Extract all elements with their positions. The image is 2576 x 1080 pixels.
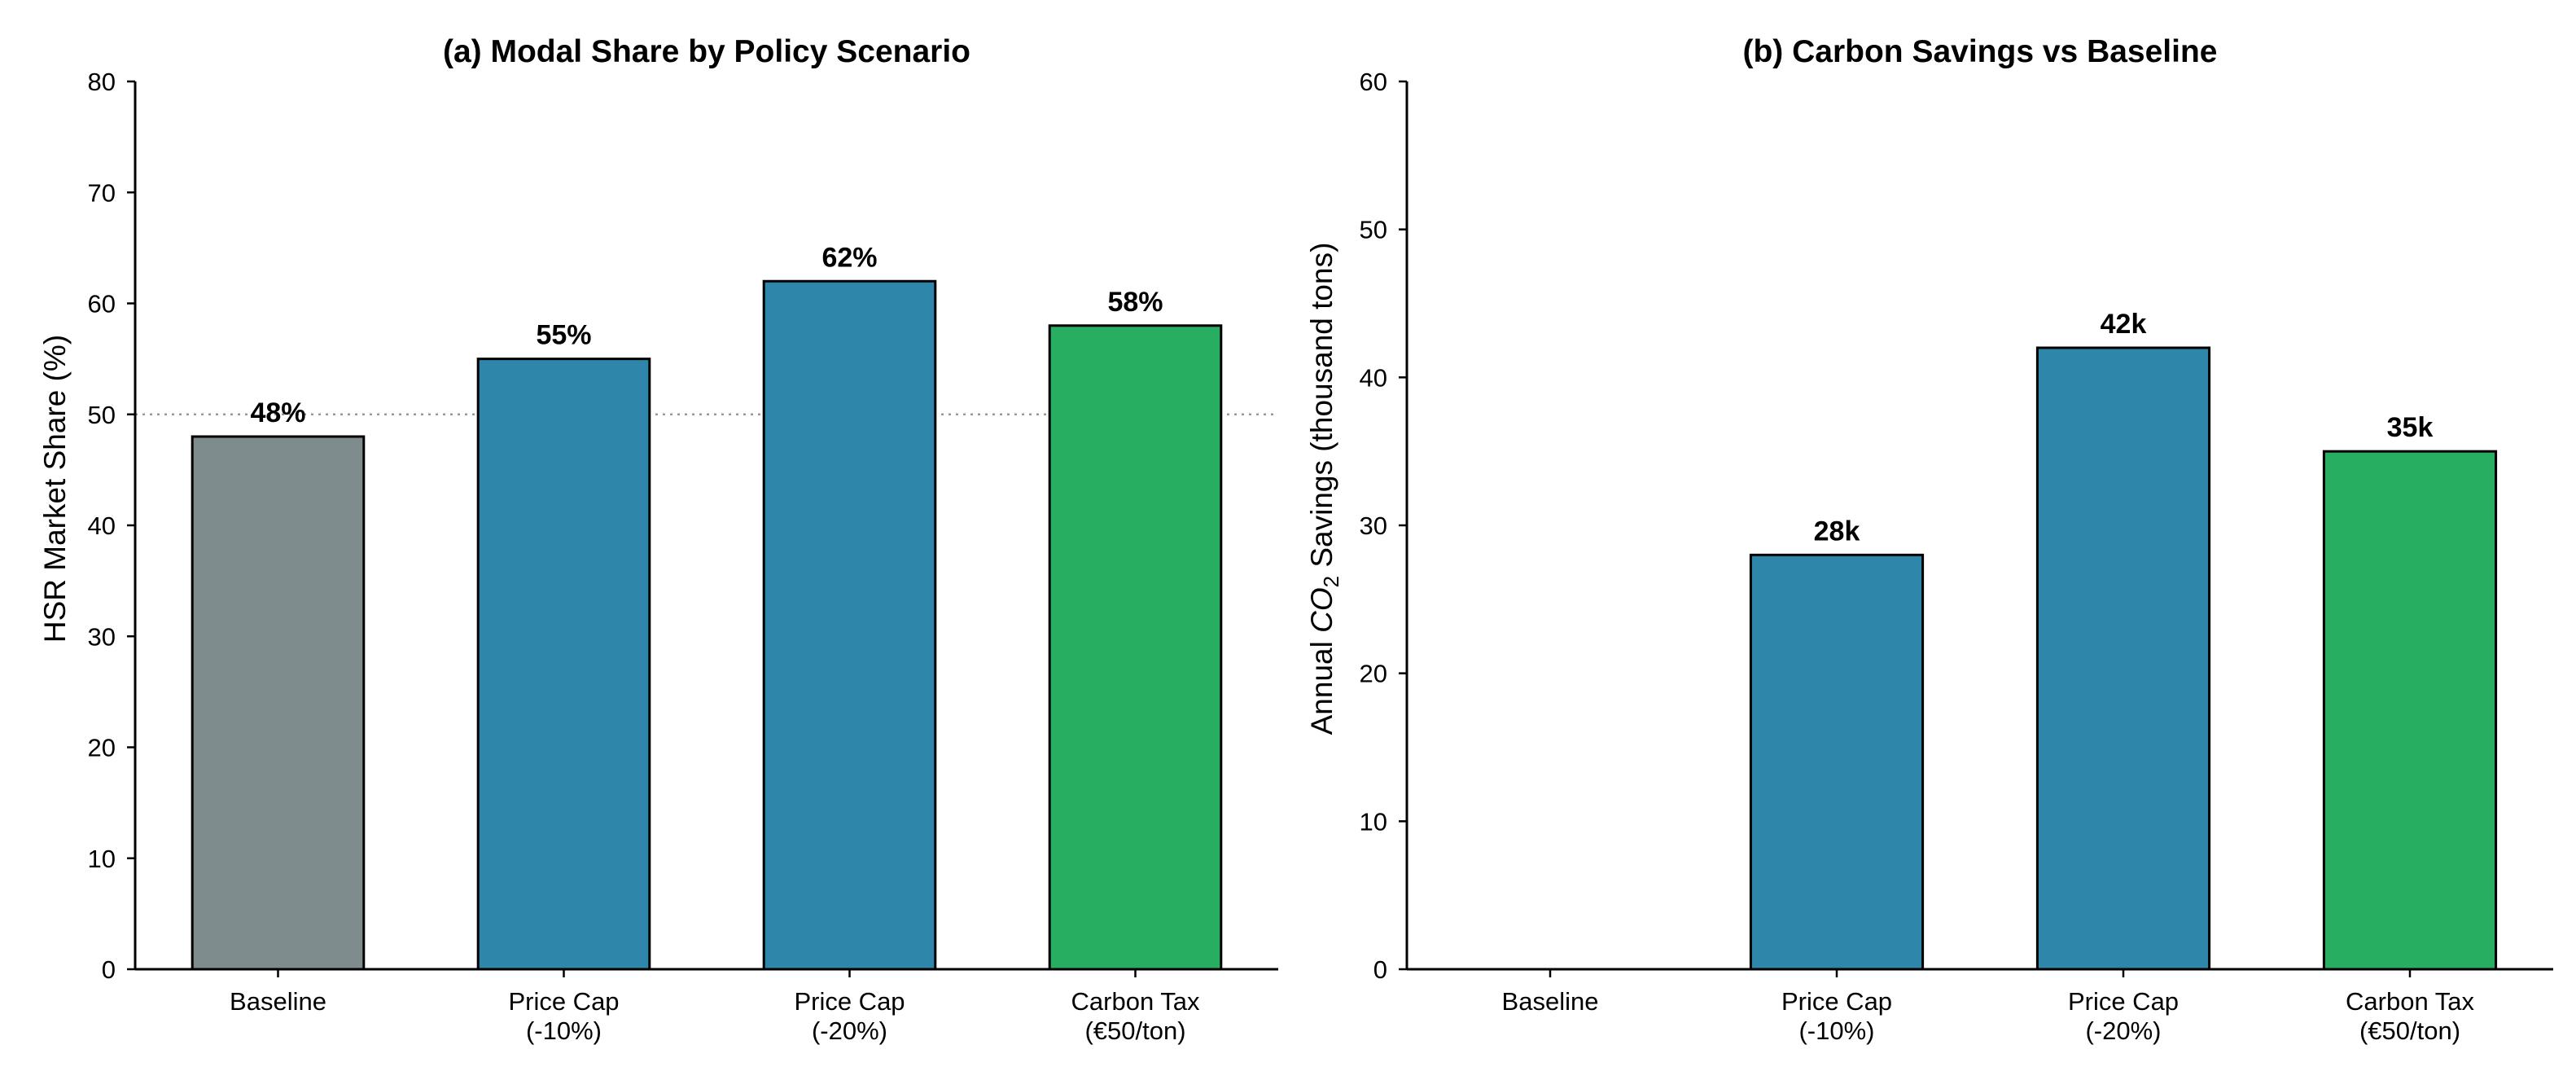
chart-a-y-tick-label: 20: [88, 734, 116, 762]
chart-b-bar-3: [2035, 346, 2211, 971]
chart-b-y-tick-label: 20: [1360, 660, 1387, 688]
chart-b-x-tick-label-3: Price Cap: [2068, 987, 2179, 1016]
chart-a-y-tick-label: 70: [88, 178, 116, 207]
chart-a-x-tick-label-2: (-10%): [526, 1016, 602, 1045]
chart-carbon-savings: (b) Carbon Savings vs Baseline Annual CO…: [1305, 34, 2553, 1045]
chart-b-data-label-2: 28k: [1814, 516, 1860, 547]
chart-b-data-label-3: 42k: [2101, 309, 2147, 340]
chart-b-x-tick-label-3: (-20%): [2085, 1016, 2161, 1045]
chart-b-title: (b) Carbon Savings vs Baseline: [1742, 34, 2217, 69]
chart-a-data-label-3: 62%: [821, 242, 877, 273]
chart-a-y-tick-label: 0: [102, 955, 116, 984]
chart-b-x-tick-label-4: Carbon Tax: [2346, 987, 2474, 1016]
chart-modal-share: (a) Modal Share by Policy Scenario HSR M…: [38, 34, 1278, 1045]
chart-a-x-tick-label-4: Carbon Tax: [1071, 987, 1200, 1016]
chart-b-ylabel-part-1: Annual: [1305, 633, 1338, 735]
chart-a-x-tick-label-1: Baseline: [230, 987, 326, 1016]
chart-a-axes: Baseline Price Cap(-10%)Price Cap(-20%)Ca…: [88, 68, 1278, 1045]
chart-a-x-tick-label-3: Price Cap: [794, 987, 905, 1016]
chart-a-data-label-4: 58%: [1107, 287, 1163, 318]
chart-b-y-tick-label: 50: [1360, 216, 1387, 244]
chart-a-y-axis-label: HSR Market Share (%): [38, 335, 72, 643]
chart-a-y-tick-label: 40: [88, 511, 116, 540]
chart-b-ylabel-part-2: Savings (thousand tons): [1305, 243, 1338, 576]
chart-a-x-tick-label-3: (-20%): [812, 1016, 887, 1045]
chart-a-x-tick-label-2: Price Cap: [508, 987, 619, 1016]
chart-a-bars: 48% 55% 62% 58%: [191, 242, 1223, 971]
chart-a-bar-2: [476, 358, 651, 971]
chart-a-y-tick-label: 50: [88, 401, 116, 429]
chart-b-x-tick-label-1: Baseline: [1502, 987, 1599, 1016]
chart-b-x-tick-label-2: (-10%): [1798, 1016, 1874, 1045]
chart-a-y-tick-label: 10: [88, 845, 116, 873]
chart-b-x-tick-label-4: (€50/ton): [2359, 1016, 2460, 1045]
chart-b-bar-4: [2322, 450, 2498, 971]
chart-b-data-label-4: 35k: [2387, 412, 2434, 443]
chart-a-bar-1: [191, 435, 366, 971]
chart-b-y-tick-label: 0: [1373, 955, 1387, 984]
chart-b-y-tick-label: 60: [1360, 68, 1387, 96]
chart-b-bars: 28k 42k 35k: [1749, 309, 2498, 971]
chart-a-bar-4: [1048, 324, 1223, 971]
chart-a-data-label-1: 48%: [250, 397, 305, 428]
chart-a-y-tick-label: 60: [88, 290, 116, 318]
chart-b-ylabel-co: CO: [1305, 587, 1338, 633]
chart-a-y-tick-label: 30: [88, 622, 116, 651]
chart-a-data-label-2: 55%: [536, 320, 591, 351]
chart-b-bar-2: [1749, 553, 1925, 971]
chart-b-ylabel-subscript: 2: [1319, 576, 1343, 587]
chart-b-y-tick-label: 30: [1360, 511, 1387, 540]
chart-b-x-tick-label-2: Price Cap: [1781, 987, 1892, 1016]
chart-b-y-tick-label: 40: [1360, 363, 1387, 392]
chart-b-axes: Baseline Price Cap(-10%)Price Cap(-20%)Ca…: [1360, 68, 2553, 1045]
chart-b-y-tick-label: 10: [1360, 807, 1387, 836]
chart-b-y-axis-label: Annual CO2 Savings (thousand tons): [1305, 243, 1343, 735]
chart-a-bar-3: [762, 279, 937, 971]
chart-a-title: (a) Modal Share by Policy Scenario: [443, 34, 970, 69]
chart-a-x-tick-label-4: (€50/ton): [1084, 1016, 1185, 1045]
chart-a-y-tick-label: 80: [88, 68, 116, 96]
